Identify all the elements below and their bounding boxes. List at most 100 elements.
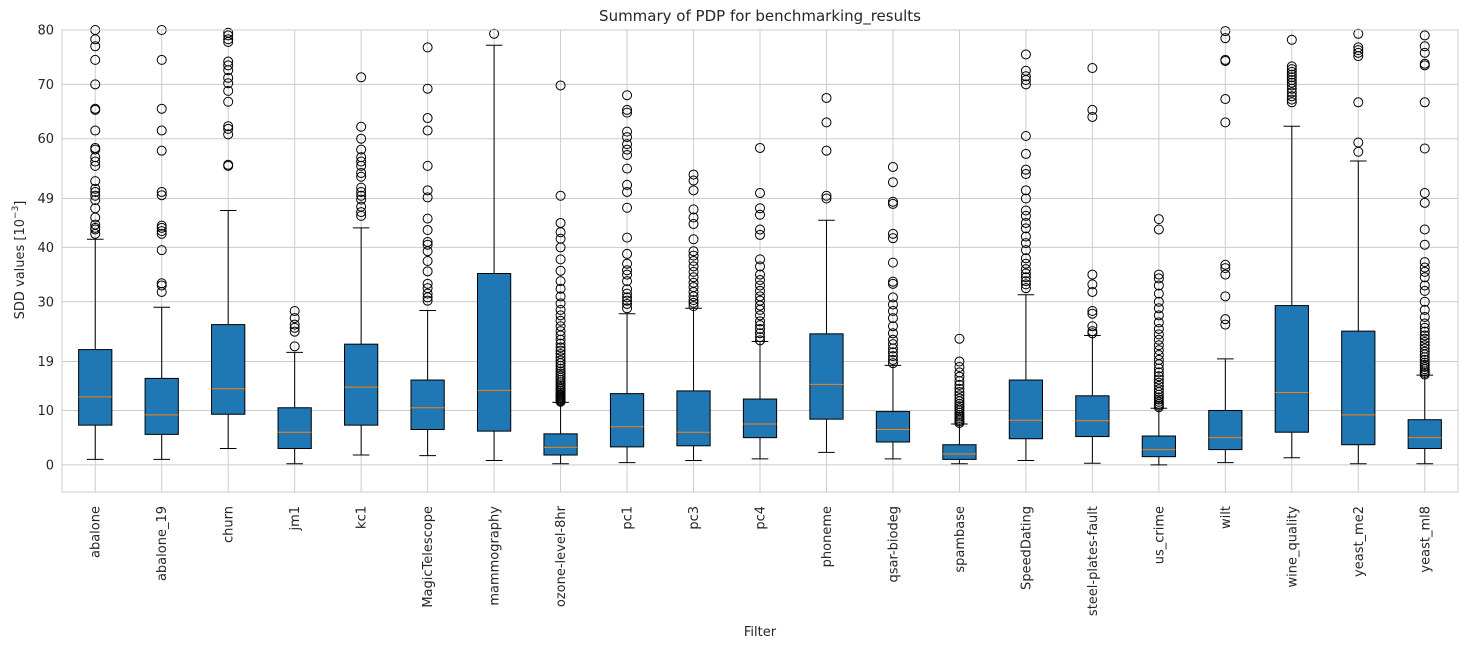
- outlier-point: [1419, 311, 1430, 322]
- outlier-point: [1353, 28, 1364, 39]
- outlier-point: [622, 179, 633, 190]
- outlier-point: [1153, 350, 1164, 361]
- box-group: [1075, 63, 1110, 464]
- outlier-point: [622, 298, 633, 309]
- outlier-point: [1419, 285, 1430, 296]
- box-iqr: [1407, 419, 1442, 450]
- outlier-point: [954, 333, 965, 344]
- box-group: [942, 333, 977, 465]
- outlier-point: [1087, 321, 1098, 332]
- outlier-point: [156, 145, 167, 156]
- outlier-point: [422, 256, 433, 266]
- outlier-point: [887, 257, 898, 268]
- outlier-point: [755, 269, 765, 280]
- outlier-point: [356, 182, 367, 193]
- outlier-point: [356, 194, 367, 205]
- box-iqr: [1274, 305, 1309, 433]
- outlier-point: [289, 313, 300, 324]
- outlier-point: [688, 219, 699, 230]
- outlier-point: [821, 193, 832, 204]
- outlier-point: [489, 28, 500, 39]
- outlier-point: [688, 282, 699, 293]
- outlier-point: [622, 295, 633, 306]
- outlier-point: [1153, 288, 1164, 299]
- outlier-point: [954, 371, 965, 382]
- outlier-point: [1153, 296, 1164, 307]
- outlier-point: [1419, 41, 1430, 52]
- box-group: [1208, 26, 1243, 464]
- outlier-point: [223, 129, 234, 140]
- box-iqr: [144, 377, 179, 435]
- outlier-point: [223, 159, 234, 170]
- x-tick-label: yeast_ml8: [1418, 506, 1433, 573]
- outlier-point: [1020, 283, 1031, 294]
- outlier-point: [1087, 269, 1098, 280]
- y-axis-title: SDD values [10−3]: [11, 201, 28, 320]
- outlier-point: [1020, 65, 1031, 76]
- outlier-point: [1353, 45, 1364, 56]
- outlier-point: [1419, 272, 1430, 283]
- outlier-point: [1286, 87, 1297, 98]
- outlier-point: [1419, 354, 1430, 365]
- outlier-point: [688, 169, 699, 180]
- y-axis-title-end: ]: [13, 201, 28, 206]
- box-iqr: [1208, 409, 1243, 451]
- outlier-point: [821, 117, 832, 128]
- x-tick-label: qsar-biodeg: [886, 506, 901, 583]
- x-tick-label: abalone: [89, 506, 104, 558]
- y-tick-label: 49: [37, 192, 54, 207]
- y-tick-label: 40: [37, 241, 54, 256]
- outlier-point: [356, 144, 367, 155]
- box-iqr: [609, 393, 645, 448]
- outlier-point: [1286, 94, 1297, 105]
- outlier-point: [1419, 280, 1430, 291]
- outlier-point: [887, 292, 898, 303]
- outlier-point: [755, 320, 765, 331]
- outlier-point: [688, 204, 699, 215]
- box-iqr: [1008, 379, 1044, 440]
- outlier-point: [1353, 47, 1364, 58]
- outlier-point: [1153, 392, 1164, 403]
- outlier-point: [90, 54, 101, 65]
- outlier-point: [555, 326, 566, 337]
- outlier-point: [755, 328, 765, 339]
- outlier-point: [289, 306, 300, 317]
- outlier-point: [555, 310, 566, 321]
- x-tick-label: yeast_me2: [1352, 506, 1367, 577]
- outlier-point: [555, 348, 566, 359]
- outlier-point: [356, 201, 367, 212]
- outlier-point: [688, 175, 699, 186]
- outlier-point: [954, 390, 965, 401]
- outlier-point: [1020, 185, 1031, 196]
- box-group: [144, 25, 179, 460]
- outlier-point: [1153, 310, 1164, 321]
- outlier-point: [90, 203, 101, 214]
- outlier-point: [1419, 188, 1430, 199]
- box-group: [1274, 34, 1309, 459]
- x-axis-title: Filter: [744, 625, 777, 640]
- outlier-point: [223, 123, 234, 134]
- outlier-point: [755, 209, 765, 220]
- outlier-point: [1020, 205, 1031, 216]
- outlier-point: [755, 275, 765, 286]
- outlier-point: [156, 220, 167, 231]
- outlier-point: [1353, 137, 1364, 148]
- box-iqr: [676, 390, 711, 447]
- box-group: [410, 42, 445, 457]
- outlier-point: [1153, 323, 1164, 334]
- outlier-point: [1087, 326, 1098, 337]
- box-iqr: [1075, 395, 1110, 438]
- outlier-point: [622, 139, 633, 150]
- outlier-point: [688, 301, 699, 312]
- outlier-point: [1419, 257, 1430, 268]
- box-iqr: [410, 379, 445, 430]
- outlier-point: [555, 342, 566, 353]
- box-group: [1341, 28, 1376, 465]
- x-tick-label: jm1: [288, 506, 303, 532]
- box-group: [1407, 30, 1442, 465]
- outlier-point: [90, 222, 101, 233]
- outlier-point: [1419, 197, 1430, 208]
- box-iqr: [809, 333, 844, 420]
- outlier-point: [555, 345, 566, 356]
